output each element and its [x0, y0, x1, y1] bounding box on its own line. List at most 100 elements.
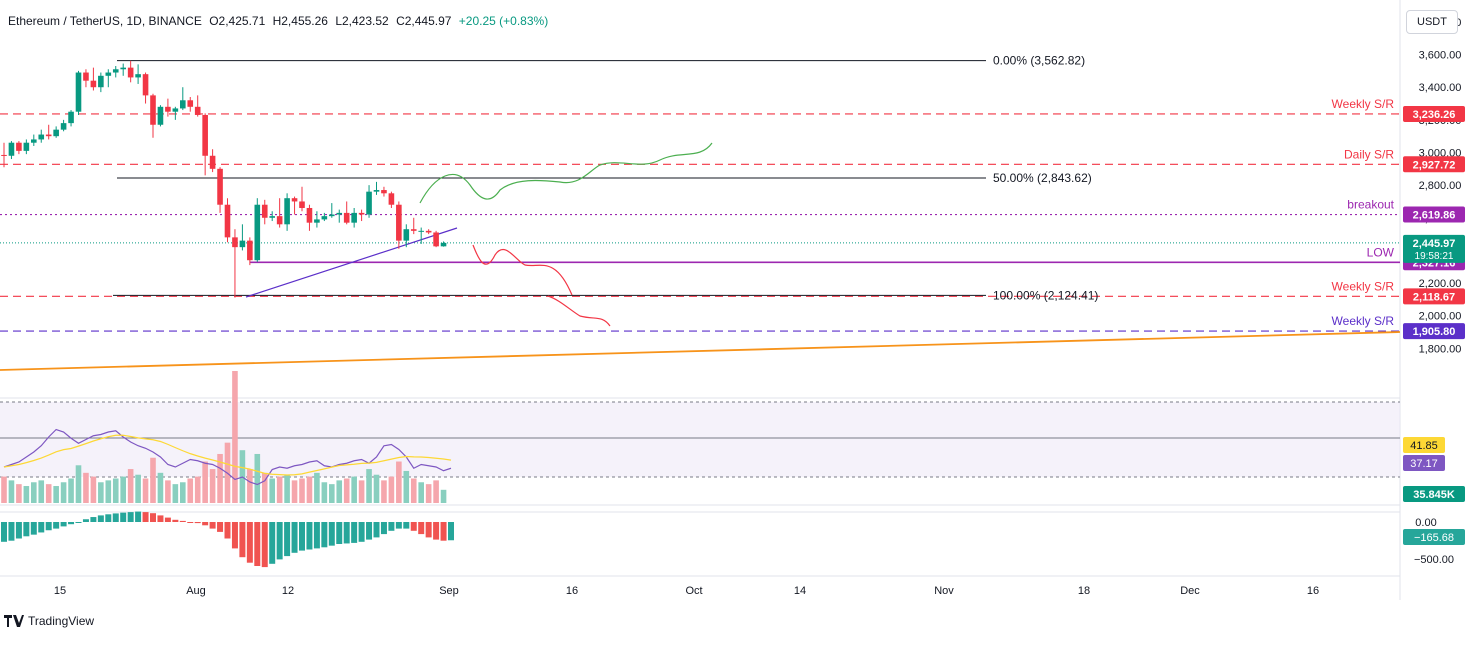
volume-bar — [142, 478, 149, 503]
candle-body — [98, 75, 104, 88]
macd-value-tag-bg — [1403, 529, 1465, 545]
candle-body — [321, 216, 328, 220]
currency-button[interactable]: USDT — [1406, 10, 1458, 34]
macd-bar — [8, 522, 15, 541]
price-tick-label: 2,800.00 — [1419, 180, 1462, 192]
volume-bar — [232, 371, 238, 503]
candle-body — [440, 242, 447, 247]
time-tick-label: 16 — [566, 585, 578, 597]
level-label: Daily S/R — [1344, 147, 1394, 161]
candle-body — [75, 72, 82, 112]
volume-bar — [247, 469, 253, 503]
candle-body — [165, 106, 171, 112]
time-tick-label: 14 — [794, 585, 806, 597]
macd-bar — [373, 522, 380, 538]
volume-bar — [336, 480, 343, 503]
candle-body — [1, 154, 7, 156]
fib-level-label: 0.00% (3,562.82) — [993, 54, 1085, 68]
time-tick-label: 16 — [1307, 585, 1319, 597]
volume-bar — [105, 480, 112, 503]
macd-zero-label: 0.00 — [1415, 517, 1436, 529]
price-tag-bg — [1403, 156, 1465, 173]
candle-body — [433, 232, 439, 247]
volume-bar — [276, 476, 283, 503]
candle-body — [276, 216, 283, 225]
volume-bar — [45, 484, 52, 503]
volume-bar — [254, 453, 261, 503]
fib-level-label: 100.00% (2,124.41) — [993, 288, 1098, 302]
candle-body — [396, 204, 402, 241]
volume-bar — [23, 486, 30, 503]
candle-body — [314, 219, 320, 223]
countdown-timer: 19:58:21 — [1415, 251, 1454, 262]
price-tag: 2,619.86 — [1413, 210, 1456, 222]
volume-bar — [8, 480, 15, 503]
volume-bar — [98, 482, 104, 503]
level-label: Weekly S/R — [1332, 97, 1395, 111]
volume-bar — [194, 476, 201, 503]
candle-body — [261, 204, 268, 218]
macd-bar — [97, 515, 104, 522]
price-tag: 2,927.72 — [1413, 159, 1456, 171]
price-tag: 1,905.80 — [1413, 326, 1456, 338]
macd-bar — [90, 517, 97, 522]
volume-bar — [16, 484, 22, 503]
candle-body — [358, 212, 365, 215]
volume-bar — [269, 478, 275, 503]
volume-bar — [135, 474, 141, 503]
price-tick-label: 2,000.00 — [1419, 311, 1462, 323]
volume-bar — [209, 469, 216, 503]
macd-bar — [30, 522, 37, 535]
candle-body — [120, 67, 126, 70]
volume-bar — [1, 476, 7, 503]
macd-bar — [53, 522, 60, 529]
brand-name: TradingView — [28, 614, 95, 628]
rsi-ma-tag: 41.85 — [1410, 440, 1438, 452]
macd-bar — [425, 522, 432, 538]
candle-body — [172, 108, 179, 112]
volume-bar — [68, 478, 74, 503]
volume-tag: 35.845K — [1413, 489, 1455, 501]
macd-bar — [68, 522, 75, 525]
tradingview-logo[interactable]: TradingView — [4, 614, 94, 628]
candle-body — [425, 230, 432, 233]
candle-body — [388, 193, 395, 205]
bullish-projection-path — [419, 142, 713, 204]
time-axis: 15 Aug 12 Sep 16 Oct 14 Nov 18 Dec 16 — [54, 585, 1319, 597]
candle-body — [90, 80, 97, 88]
macd-bar — [276, 522, 283, 560]
macd-bar — [150, 513, 156, 522]
price-tag-bg — [1403, 323, 1465, 340]
candle-body — [60, 123, 67, 130]
candle-body — [38, 134, 45, 140]
candle-body — [194, 106, 201, 115]
time-tick-label: 12 — [282, 585, 294, 597]
volume-bar — [120, 476, 126, 503]
time-tick-label: Sep — [439, 585, 459, 597]
rsi-indicator — [3, 428, 452, 486]
candle-body — [112, 69, 119, 73]
candle-body — [373, 190, 380, 192]
candle-body — [8, 142, 15, 156]
time-tick-label: Aug — [186, 585, 206, 597]
candle-body — [180, 100, 186, 109]
macd-bar — [403, 522, 410, 529]
price-tag-bg — [1403, 206, 1465, 223]
macd-bar — [164, 517, 171, 522]
fib-level-label: 50.00% (2,843.62) — [993, 171, 1092, 185]
macd-bar — [187, 522, 194, 523]
macd-bar — [239, 522, 246, 558]
time-tick-label: Nov — [934, 585, 954, 597]
macd-bar — [15, 522, 22, 539]
macd-bar — [209, 522, 216, 529]
volume-bar — [343, 478, 350, 503]
rsi-ma-line — [3, 434, 452, 476]
candle-body — [127, 67, 134, 78]
volume-bar — [425, 484, 432, 503]
candle-body — [232, 237, 238, 248]
symbol-title[interactable]: Ethereum / TetherUS, 1D, BINANCE — [8, 14, 202, 28]
macd-bar — [75, 522, 82, 523]
macd-bar — [380, 522, 387, 535]
macd-bar — [127, 512, 134, 522]
